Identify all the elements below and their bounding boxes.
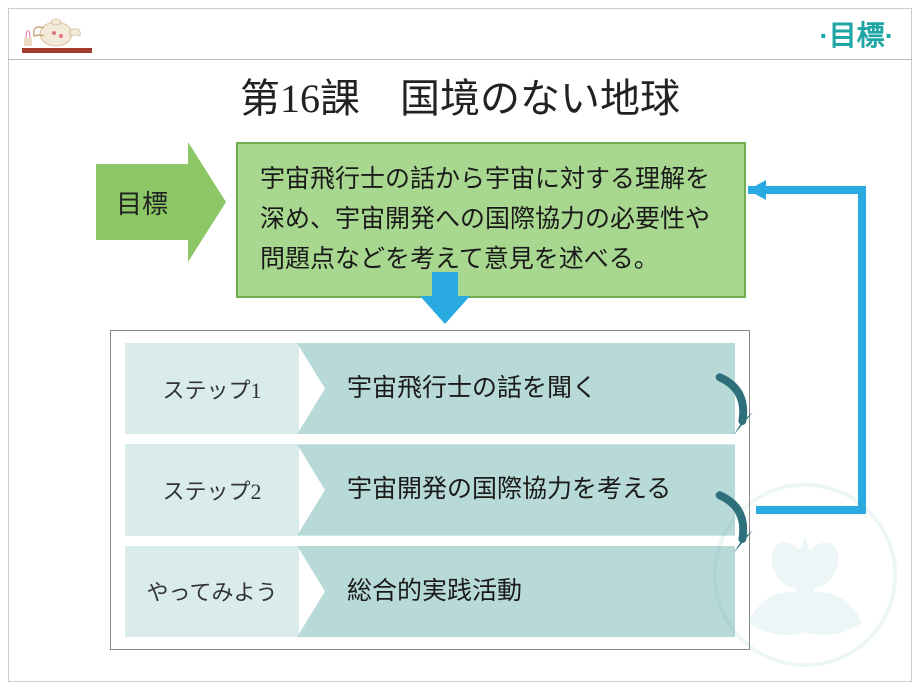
header: ·目標· (8, 8, 912, 60)
step-row-3: やってみよう 総合的実践活動 (125, 546, 735, 637)
goal-row: 目標 宇宙飛行士の話から宇宙に対する理解を深め、宇宙開発への国際協力の必要性や問… (96, 142, 746, 298)
step-row-2: ステップ2 宇宙開発の国際協力を考える (125, 444, 735, 535)
step-2-label: ステップ2 (125, 444, 299, 535)
watermark-icon (710, 480, 900, 670)
step-2-content: 宇宙開発の国際協力を考える (297, 444, 735, 535)
goal-arrow-label: 目標 (96, 164, 188, 240)
steps-box: ステップ1 宇宙飛行士の話を聞く ステップ2 宇宙開発の国際協力を考える やって… (110, 330, 750, 650)
goal-arrow-head (188, 142, 226, 262)
step-3-label: やってみよう (125, 546, 299, 637)
goal-box: 宇宙飛行士の話から宇宙に対する理解を深め、宇宙開発への国際協力の必要性や問題点な… (236, 142, 746, 298)
step-row-1: ステップ1 宇宙飛行士の話を聞く (125, 343, 735, 434)
page-title: 第16課 国境のない地球 (0, 66, 920, 124)
teapot-icon (22, 12, 92, 56)
step-1-label: ステップ1 (125, 343, 299, 434)
header-label: ·目標· (819, 14, 894, 54)
step-3-content: 総合的実践活動 (297, 546, 735, 637)
goal-arrow: 目標 (96, 142, 226, 262)
curved-arrow-1-icon (706, 372, 756, 442)
step-1-content: 宇宙飛行士の話を聞く (297, 343, 735, 434)
